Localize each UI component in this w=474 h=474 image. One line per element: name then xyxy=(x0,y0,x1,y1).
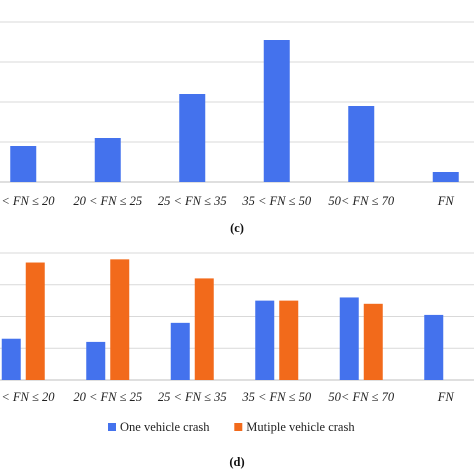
x-tick-label: 0 < FN ≤ 20 xyxy=(0,390,55,404)
bar-2-s2-c3 xyxy=(194,278,214,380)
legend-swatch-2 xyxy=(234,423,243,431)
x-tick-label: 35 < FN ≤ 50 xyxy=(241,390,312,404)
bar-2-s1-c5 xyxy=(339,297,359,380)
x-tick-label: 50< FN ≤ 70 xyxy=(328,390,394,404)
legend-label-1: One vehicle crash xyxy=(120,420,210,434)
bar-1-s1-c1 xyxy=(10,146,37,182)
legend-label-2: Mutiple vehicle crash xyxy=(246,420,355,434)
bar-2-s1-c1 xyxy=(1,338,21,380)
x-tick-label: 25 < FN ≤ 35 xyxy=(158,194,227,208)
bar-2-s2-c1 xyxy=(25,262,45,380)
x-tick-label: 20 < FN ≤ 25 xyxy=(73,194,142,208)
bar-1-s1-c3 xyxy=(179,94,206,182)
bar-1-s1-c4 xyxy=(263,40,290,182)
x-tick-label: 25 < FN ≤ 35 xyxy=(158,390,227,404)
x-tick-label: 50< FN ≤ 70 xyxy=(328,194,394,208)
bar-2-s2-c5 xyxy=(363,303,383,380)
bar-2-s1-c4 xyxy=(255,300,275,380)
x-tick-label: FN xyxy=(437,194,455,208)
bar-1-s1-c6 xyxy=(432,172,459,182)
bar-2-s1-c2 xyxy=(86,341,106,380)
bar-2-s2-c2 xyxy=(110,259,130,380)
x-tick-label: 35 < FN ≤ 50 xyxy=(241,194,312,208)
chart-panel-1: 0 < FN ≤ 20 20 < FN ≤ 25 25 < FN ≤ 35 35 < … xyxy=(0,21,474,235)
chart-panel-2: 0 < FN ≤ 20 20 < FN ≤ 25 25 < FN ≤ 35 35 < … xyxy=(0,252,474,469)
bar-2-s2-c4 xyxy=(279,300,299,380)
bar-1-s1-c2 xyxy=(94,138,121,182)
bar-2-s1-c3 xyxy=(170,322,190,380)
x-tick-label: 20 < FN ≤ 25 xyxy=(73,390,142,404)
x-tick-label: 0 < FN ≤ 20 xyxy=(0,194,55,208)
bar-2-s1-c6 xyxy=(424,314,444,380)
legend: One vehicle crash Mutiple vehicle crash xyxy=(108,420,355,434)
panel-label: (d) xyxy=(229,455,244,469)
x-tick-label: FN xyxy=(437,390,455,404)
bar-1-s1-c5 xyxy=(348,106,375,182)
panel-label: (c) xyxy=(230,221,244,235)
legend-swatch-1 xyxy=(108,423,116,431)
